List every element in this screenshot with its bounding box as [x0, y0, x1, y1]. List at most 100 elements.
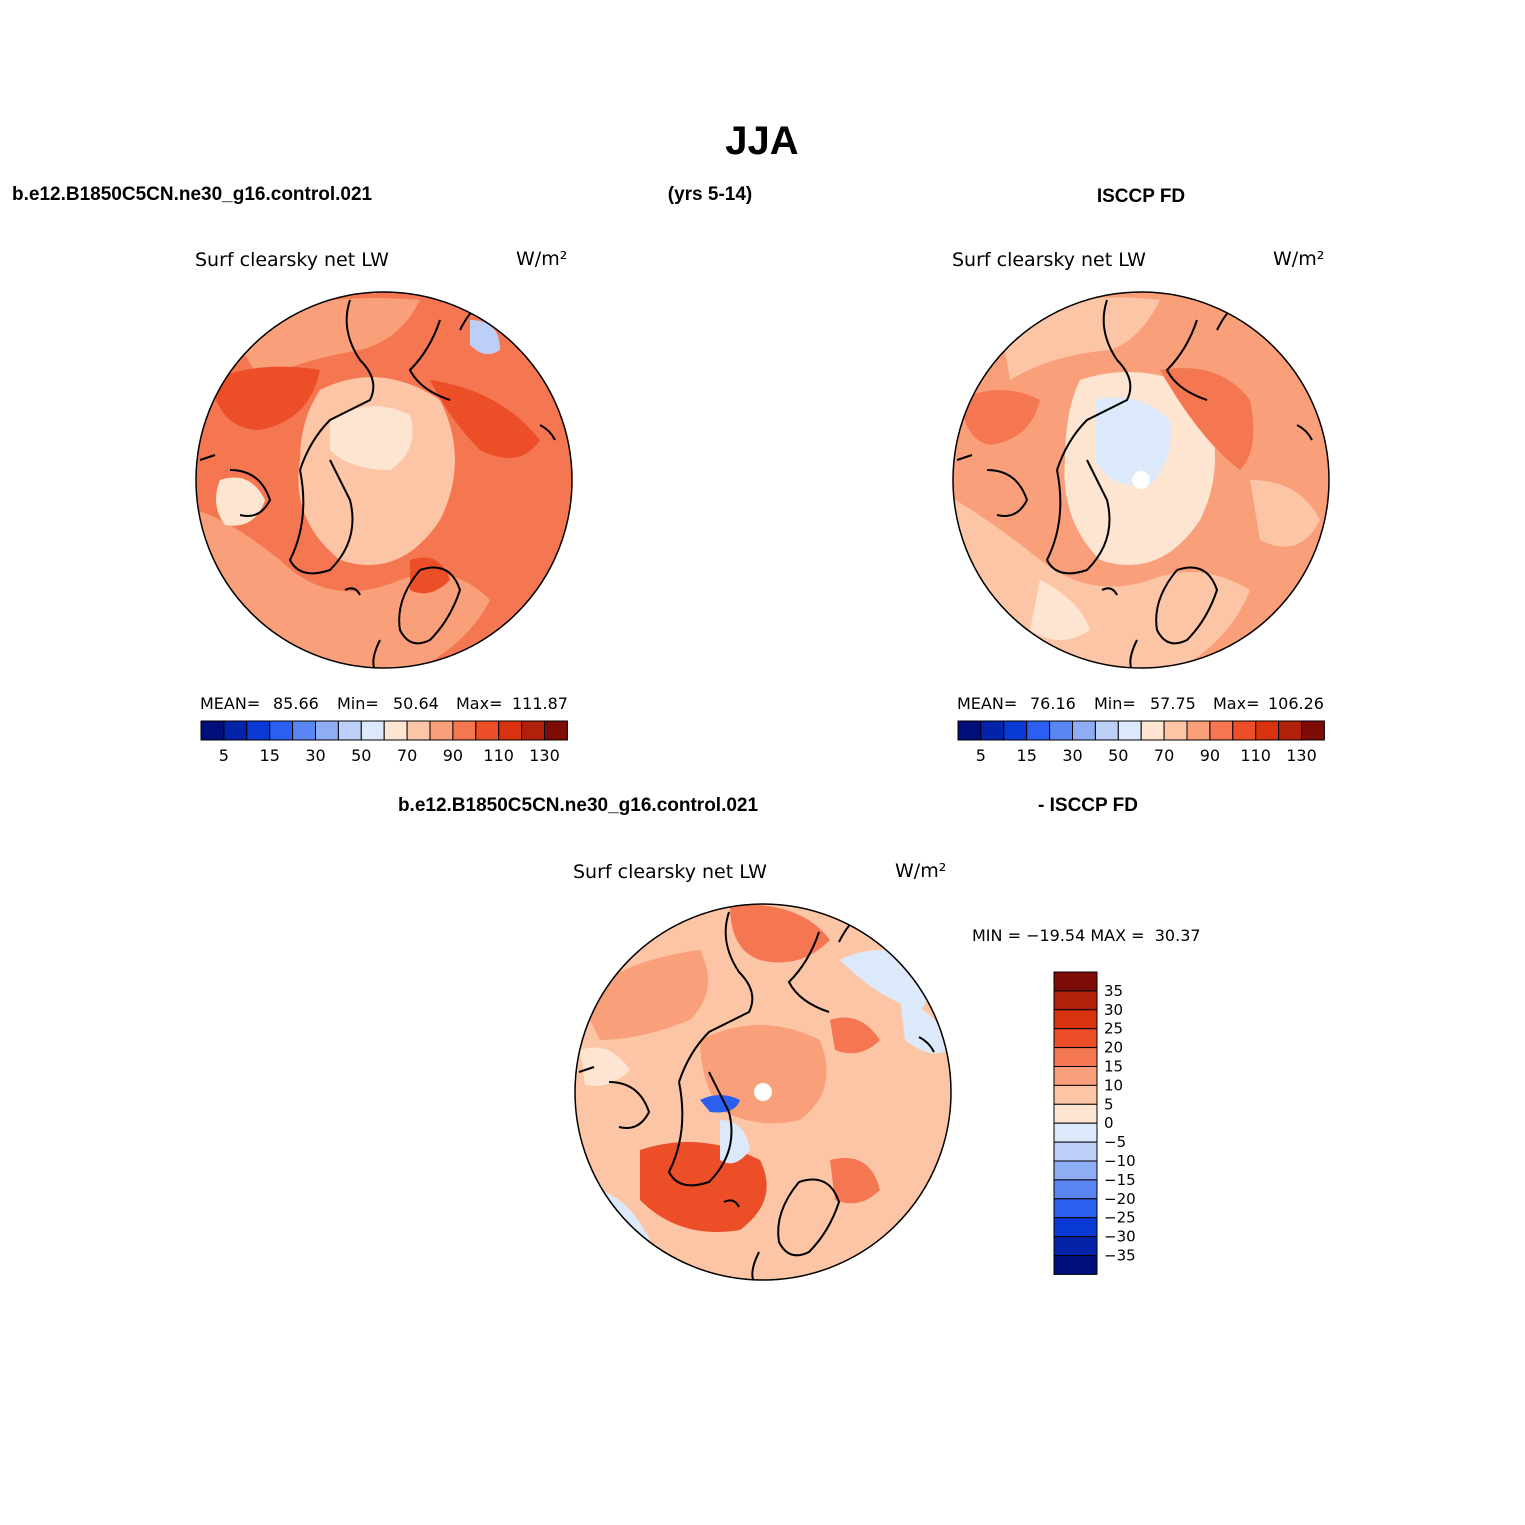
model-colorbar-swatch: [429, 720, 454, 741]
model-colorbar-label: 50: [351, 746, 371, 765]
diff-colorbar-swatch: [1053, 971, 1098, 992]
obs-name-label: ISCCP FD: [1097, 186, 1185, 207]
diff-colorbar-label: 20: [1104, 1039, 1123, 1057]
obs-mean-value: 76.16: [1030, 694, 1076, 713]
diff-colorbar-swatch: [1053, 990, 1098, 1011]
diff-minmax-label: MIN = −19.54 MAX = 30.37: [972, 926, 1201, 945]
model-colorbar-swatch: [223, 720, 248, 741]
diff-colorbar-swatch: [1053, 1160, 1098, 1181]
diff-variable-label: Surf clearsky net LW: [573, 861, 767, 883]
model-colorbar-label: 15: [260, 746, 280, 765]
model-colorbar-label: 110: [483, 746, 514, 765]
model-units-label: W/m²: [516, 248, 567, 270]
diff-colorbar-swatch: [1053, 1236, 1098, 1256]
model-colorbar-swatch: [360, 720, 385, 741]
obs-colorbar-swatch: [1301, 720, 1325, 741]
obs-map-boundary: [952, 291, 1330, 669]
obs-colorbar-swatch: [1232, 720, 1257, 741]
model-colorbar-swatch: [337, 720, 362, 741]
diff-colorbar-swatch: [1053, 1103, 1098, 1124]
figure-title: JJA: [725, 119, 798, 163]
obs-colorbar-swatch: [1117, 720, 1142, 741]
model-mean-value: 85.66: [273, 694, 319, 713]
obs-colorbar-swatch: [1255, 720, 1280, 741]
model-stats: MEAN= 85.66 Min= 50.64 Max= 111.87: [200, 694, 568, 713]
obs-colorbar-label: 130: [1286, 746, 1317, 765]
model-colorbar: 5 15 30 50 70 90 110 130: [200, 720, 568, 765]
obs-colorbar-swatch: [1049, 720, 1073, 741]
model-mean-label: MEAN=: [200, 694, 260, 713]
obs-colorbar-swatch: [980, 720, 1005, 741]
diff-colorbar-swatch: [1053, 1009, 1098, 1030]
obs-variable-label: Surf clearsky net LW: [952, 249, 1146, 271]
diff-colorbar-label: 10: [1104, 1076, 1123, 1094]
model-colorbar-label: 30: [305, 746, 325, 765]
model-colorbar-swatch: [269, 720, 294, 741]
obs-colorbar-label: 15: [1017, 746, 1037, 765]
model-colorbar-swatch: [498, 720, 523, 741]
diff-colorbar-swatch: [1053, 1198, 1098, 1219]
diff-colorbar-swatch: [1053, 1028, 1098, 1049]
diff-colorbar-label: 30: [1104, 1001, 1123, 1019]
obs-min-label: Min=: [1094, 694, 1136, 713]
obs-colorbar-swatch: [1186, 720, 1211, 741]
obs-colorbar-swatch: [1163, 720, 1188, 741]
model-min-label: Min=: [337, 694, 379, 713]
obs-colorbar-label: 50: [1108, 746, 1128, 765]
obs-max-value: 106.26: [1268, 694, 1324, 713]
diff-colorbar-label: −30: [1104, 1228, 1136, 1246]
diff-panel: b.e12.B1850C5CN.ne30_g16.control.021 - I…: [398, 795, 1201, 1281]
years-label: (yrs 5-14): [668, 184, 753, 205]
model-colorbar-swatch: [315, 720, 339, 741]
diff-colorbar-swatch: [1053, 1084, 1098, 1105]
model-colorbar-label: 130: [529, 746, 560, 765]
model-colorbar-swatch: [475, 720, 500, 741]
diff-units-label: W/m²: [895, 860, 946, 882]
obs-colorbar-label: 30: [1062, 746, 1082, 765]
obs-colorbar-swatch: [1003, 720, 1028, 741]
diff-colorbar-label: 35: [1104, 982, 1123, 1000]
diff-colorbar-label: −5: [1104, 1133, 1126, 1151]
obs-polar-map: [953, 292, 1329, 668]
model-max-value: 111.87: [512, 694, 568, 713]
diff-colorbar-label: 15: [1104, 1058, 1123, 1076]
obs-stats: MEAN= 76.16 Min= 57.75 Max= 106.26: [957, 694, 1324, 713]
model-colorbar-swatch: [452, 720, 477, 741]
diff-colorbar-label: 0: [1104, 1114, 1114, 1132]
obs-colorbar-swatch: [1278, 720, 1302, 741]
diff-colorbar-label: −35: [1104, 1247, 1136, 1265]
obs-colorbar-swatch: [1209, 720, 1234, 741]
diff-colorbar-swatch: [1053, 1255, 1098, 1275]
obs-colorbar-swatch: [1140, 720, 1165, 741]
model-max-label: Max=: [456, 694, 502, 713]
obs-units-label: W/m²: [1273, 248, 1324, 270]
diff-colorbar-label: −15: [1104, 1171, 1136, 1189]
model-min-value: 50.64: [393, 694, 439, 713]
diff-polar-map: [575, 904, 951, 1280]
obs-colorbar-swatch: [1094, 720, 1119, 741]
obs-colorbar-swatch: [957, 720, 982, 741]
case-name-label: b.e12.B1850C5CN.ne30_g16.control.021: [12, 184, 373, 205]
diff-case-label: b.e12.B1850C5CN.ne30_g16.control.021: [398, 795, 759, 816]
diff-colorbar-swatch: [1053, 1179, 1098, 1200]
obs-mean-label: MEAN=: [957, 694, 1017, 713]
diff-colorbar-swatch: [1053, 1047, 1098, 1067]
model-colorbar-swatch: [246, 720, 271, 741]
model-colorbar-swatch: [292, 720, 317, 741]
obs-panel: Surf clearsky net LW W/m²: [952, 248, 1330, 765]
diff-colorbar-label: −20: [1104, 1190, 1136, 1208]
obs-colorbar-label: 5: [976, 746, 986, 765]
model-colorbar-swatch: [406, 720, 431, 741]
obs-colorbar-label: 90: [1200, 746, 1220, 765]
obs-min-value: 57.75: [1150, 694, 1196, 713]
model-colorbar-swatch: [200, 720, 225, 741]
model-colorbar-swatch: [383, 720, 408, 741]
diff-colorbar-swatch: [1053, 1141, 1098, 1162]
diff-colorbar-label: 5: [1104, 1095, 1114, 1113]
model-colorbar-label: 5: [219, 746, 229, 765]
model-polar-map: [196, 292, 572, 668]
obs-colorbar-swatch: [1072, 720, 1096, 741]
model-colorbar-swatch: [521, 720, 545, 741]
obs-colorbar-label: 70: [1154, 746, 1174, 765]
